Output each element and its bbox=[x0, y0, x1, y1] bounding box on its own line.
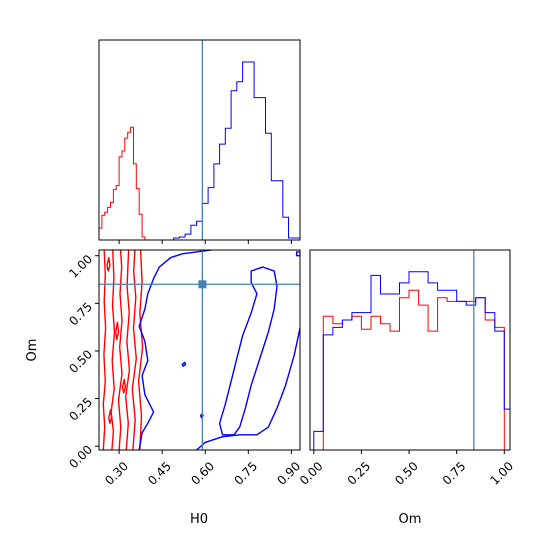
y-axis-label-om: Om bbox=[25, 339, 40, 362]
om-marginal-tick-label-2: 0.25 bbox=[345, 459, 374, 488]
om-marginal-tick-label-3: 0.50 bbox=[392, 459, 421, 488]
blue-contour-outer-right bbox=[196, 327, 300, 450]
om-tick-label-4: 0.75 bbox=[66, 300, 95, 329]
h0-tick-label-4: 0.75 bbox=[231, 459, 260, 488]
blue-contour-inner bbox=[218, 266, 278, 436]
om-tick-label-1: 0.00 bbox=[66, 442, 95, 471]
blue-contour-island-1 bbox=[181, 361, 187, 367]
h0-histogram-blue bbox=[167, 61, 300, 240]
red-contour-2 bbox=[110, 250, 116, 450]
red-contour-4 bbox=[125, 250, 131, 450]
red-contour-island-3 bbox=[121, 378, 127, 394]
h0-marginal-frame bbox=[98, 39, 301, 241]
om-tick-label-3: 0.50 bbox=[66, 347, 95, 376]
om-histogram-red bbox=[313, 289, 505, 450]
red-contour-island-2 bbox=[115, 321, 120, 341]
red-contour-6 bbox=[137, 250, 144, 450]
om-marginal-tick-label-5: 1.00 bbox=[487, 459, 516, 488]
om-tick-label-2: 0.25 bbox=[66, 395, 95, 424]
red-contour-3 bbox=[117, 250, 123, 450]
om-marginal-panel bbox=[309, 249, 511, 451]
contour-panel bbox=[98, 249, 301, 451]
red-contour-5 bbox=[131, 250, 137, 450]
contour-frame bbox=[98, 249, 301, 451]
red-contour-island-1 bbox=[108, 409, 113, 424]
om-marginal-frame bbox=[309, 249, 511, 451]
truth-marker bbox=[198, 280, 207, 289]
x-axis-label-h0: H0 bbox=[190, 512, 208, 527]
om-marginal-tick-label-1: 0.00 bbox=[297, 459, 326, 488]
h0-tick-label-3: 0.60 bbox=[188, 459, 217, 488]
om-histogram-blue bbox=[313, 271, 510, 450]
blue-contour-corner bbox=[295, 251, 300, 257]
om-tick-label-5: 1.00 bbox=[66, 252, 95, 281]
h0-marginal-panel bbox=[98, 39, 301, 241]
x-axis-label-om: Om bbox=[399, 512, 422, 527]
h0-tick-label-2: 0.45 bbox=[145, 459, 174, 488]
red-contour-1 bbox=[102, 250, 107, 450]
h0-histogram-red bbox=[99, 126, 146, 240]
blue-contour-outer-left bbox=[138, 250, 212, 450]
h0-tick-label-1: 0.30 bbox=[102, 459, 131, 488]
red-contour-island-4 bbox=[106, 256, 111, 272]
om-marginal-tick-label-4: 0.75 bbox=[440, 459, 469, 488]
h0-tick-label-5: 0.90 bbox=[275, 459, 304, 488]
